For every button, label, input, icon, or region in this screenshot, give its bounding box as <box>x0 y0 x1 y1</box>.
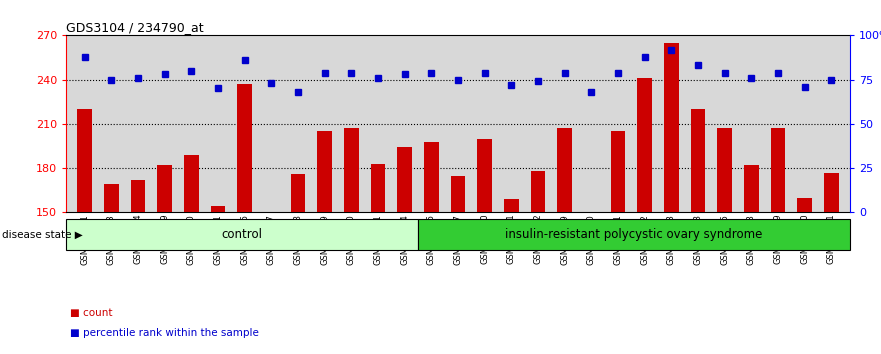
Bar <box>824 172 839 212</box>
Bar <box>344 128 359 212</box>
Bar <box>158 165 172 212</box>
Bar <box>371 164 386 212</box>
Bar <box>611 131 626 212</box>
Text: ■ percentile rank within the sample: ■ percentile rank within the sample <box>70 328 259 338</box>
Bar <box>397 148 412 212</box>
Bar <box>66 219 418 250</box>
Bar <box>451 176 465 212</box>
Bar <box>691 109 706 212</box>
Text: disease state ▶: disease state ▶ <box>2 229 83 240</box>
Bar <box>717 128 732 212</box>
Bar <box>104 184 119 212</box>
Bar <box>317 131 332 212</box>
Bar <box>237 84 252 212</box>
Bar <box>744 165 759 212</box>
Text: insulin-resistant polycystic ovary syndrome: insulin-resistant polycystic ovary syndr… <box>505 228 763 241</box>
Text: control: control <box>221 228 263 241</box>
Text: GDS3104 / 234790_at: GDS3104 / 234790_at <box>66 21 204 34</box>
Bar <box>424 142 439 212</box>
Text: ■ count: ■ count <box>70 308 113 318</box>
Bar <box>797 198 812 212</box>
Bar <box>530 171 545 212</box>
Bar <box>418 219 850 250</box>
Bar <box>478 139 492 212</box>
Bar <box>638 78 652 212</box>
Bar <box>558 128 572 212</box>
Bar <box>211 206 226 212</box>
Bar <box>130 180 145 212</box>
Bar <box>78 109 93 212</box>
Bar <box>184 155 199 212</box>
Bar <box>664 43 679 212</box>
Bar <box>291 174 306 212</box>
Bar <box>771 128 786 212</box>
Bar <box>504 199 519 212</box>
